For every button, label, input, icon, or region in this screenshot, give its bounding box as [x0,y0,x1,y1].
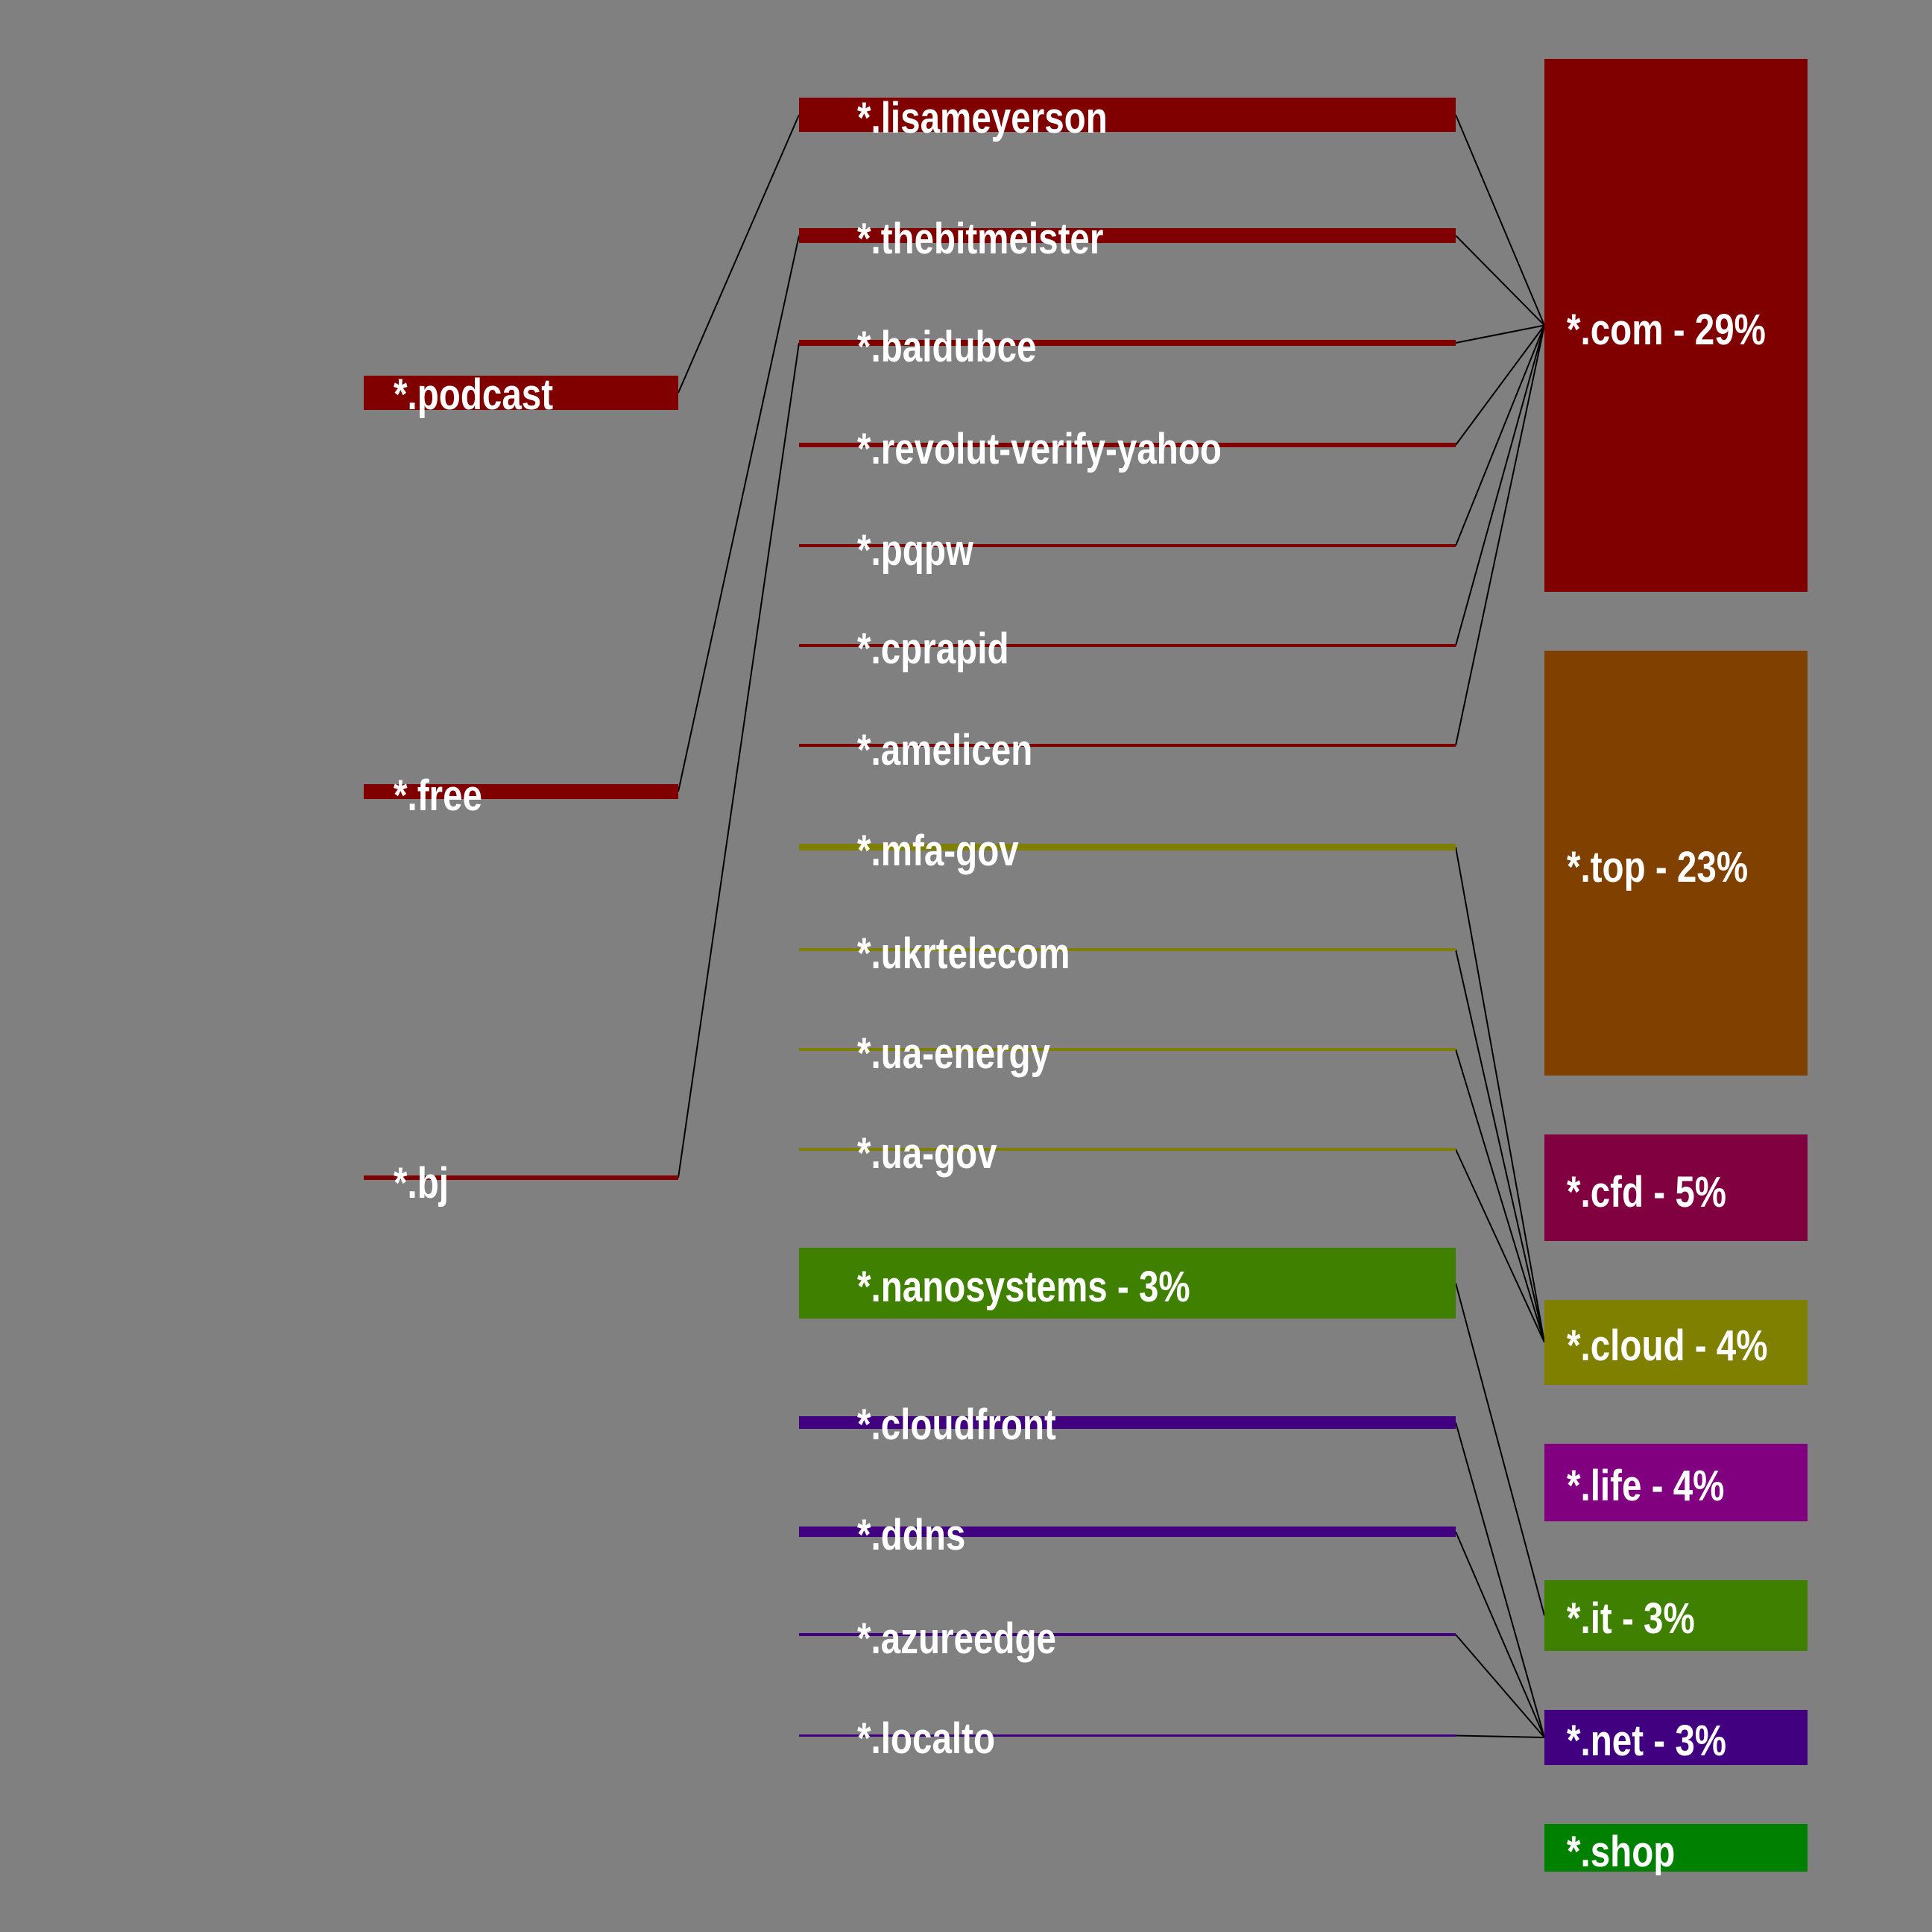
node-shop [1544,1824,1808,1872]
link-free-thebitmeister [678,235,800,792]
node-label-revolut: *.revolut-verify-yahoo [857,425,1222,473]
node-label-com: *.com - 29% [1567,306,1766,354]
node-label-nanosystems: *.nanosystems - 3% [857,1263,1190,1311]
node-label-bj: *.bj [394,1159,449,1208]
link-pqpw-com [1455,325,1545,546]
node-label-mfagov: *.mfa-gov [857,827,1019,875]
node-bj [364,1175,678,1180]
link-azureedge-net [1455,1634,1545,1738]
node-cloud [1544,1300,1808,1385]
node-label-pqpw: *.pqpw [857,526,973,575]
node-label-localto: *.localto [857,1714,995,1763]
link-localto-net [1455,1734,1545,1738]
node-label-cprapid: *.cprapid [857,625,1009,673]
node-label-ddns: *.ddns [857,1511,966,1559]
link-uagov-cloud [1455,1149,1545,1343]
node-label-amelicen: *.amelicen [857,726,1033,774]
link-cprapid-com [1455,325,1545,646]
node-label-ukrtelecom: *.ukrtelecom [857,929,1070,978]
node-mfagov [799,844,1456,850]
node-cprapid [799,644,1456,647]
node-label-azureedge: *.azureedge [857,1614,1056,1663]
node-label-lisameyerson: *.lisameyerson [857,94,1108,142]
node-label-net: *.net - 3% [1567,1717,1727,1765]
node-thebitmeister [799,228,1456,243]
node-label-shop: *.shop [1567,1828,1676,1876]
node-ukrtelecom [799,948,1456,951]
node-ddns [799,1527,1456,1537]
node-com [1544,59,1808,592]
node-label-uagov: *.ua-gov [857,1129,997,1178]
node-cloudfront [799,1416,1456,1429]
node-label-cfd: *.cfd - 5% [1567,1168,1727,1216]
node-free [364,784,678,799]
link-amelicen-com [1455,325,1545,746]
link-lisameyerson-com [1455,114,1545,326]
link-podcast-lisameyerson [678,114,800,394]
node-cfd [1544,1134,1808,1241]
link-baidubce-com [1455,324,1545,344]
node-uagov [799,1148,1456,1151]
node-podcast [364,376,678,410]
node-label-cloudfront: *.cloudfront [857,1401,1056,1449]
link-nanosystems-it [1455,1283,1545,1616]
node-it [1544,1580,1808,1651]
link-thebitmeister-com [1455,235,1545,326]
node-localto [799,1734,1456,1737]
node-revolut [799,443,1456,447]
node-label-free: *.free [394,771,482,820]
node-amelicen [799,744,1456,747]
node-label-life: *.life - 4% [1567,1462,1725,1510]
node-uaenergy [799,1048,1456,1051]
node-baidubce [799,340,1456,346]
node-lisameyerson [799,98,1456,132]
node-label-thebitmeister: *.thebitmeister [857,215,1104,263]
node-label-baidubce: *.baidubce [857,323,1037,371]
node-label-top: *.top - 23% [1567,843,1749,891]
node-label-uaenergy: *.ua-energy [857,1029,1051,1078]
link-revolut-com [1455,324,1545,446]
node-pqpw [799,544,1456,547]
node-label-it: *.it - 3% [1567,1594,1695,1643]
link-bj-baidubce [678,342,800,1178]
link-ukrtelecom-cloud [1455,949,1545,1343]
node-azureedge [799,1633,1456,1636]
link-mfagov-cloud [1455,847,1545,1343]
link-uaenergy-cloud [1455,1049,1545,1343]
node-nanosystems [799,1248,1456,1319]
link-cloudfront-net [1455,1422,1545,1738]
node-label-cloud: *.cloud - 4% [1567,1322,1768,1370]
link-ddns-net [1455,1531,1545,1738]
node-life [1544,1444,1808,1521]
node-label-podcast: *.podcast [394,370,554,419]
node-top [1544,651,1808,1076]
node-net [1544,1710,1808,1765]
